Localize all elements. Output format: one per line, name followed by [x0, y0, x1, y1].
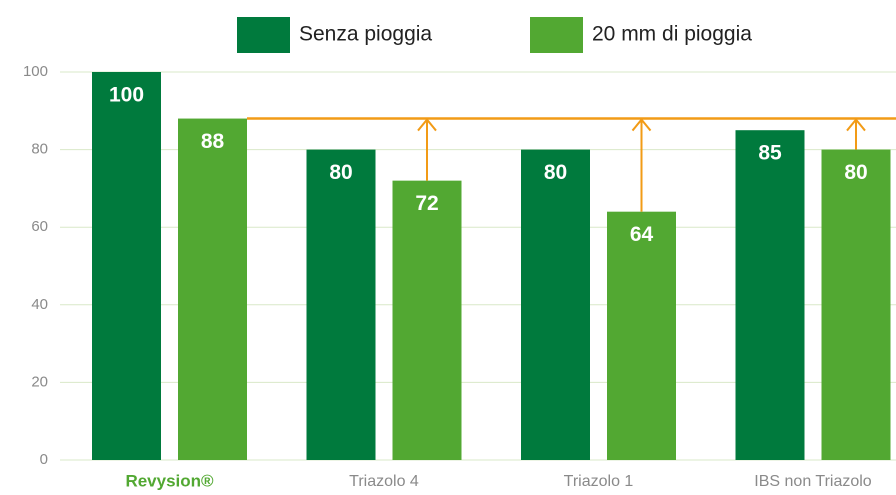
bar	[178, 118, 247, 460]
legend-label: Senza pioggia	[299, 23, 432, 46]
value-label: 80	[544, 161, 567, 184]
y-tick-label: 0	[40, 451, 48, 468]
bar	[821, 149, 891, 460]
bar	[607, 211, 676, 460]
value-label: 72	[415, 192, 438, 215]
legend-swatch	[530, 17, 583, 53]
value-label: 64	[630, 223, 654, 246]
value-label: 85	[758, 142, 782, 165]
y-tick-label: 40	[31, 296, 48, 313]
legend-swatch	[237, 17, 290, 53]
x-tick-label: Revysion®	[125, 471, 214, 490]
value-label: 100	[109, 84, 144, 107]
arrow-head	[631, 117, 652, 132]
y-tick-label: 60	[31, 218, 48, 235]
bar	[92, 72, 161, 460]
arrow-head	[846, 117, 866, 132]
bar	[306, 149, 376, 460]
value-label: 80	[844, 161, 867, 184]
bar	[735, 130, 805, 460]
arrow-head	[417, 117, 437, 132]
y-tick-label: 20	[31, 373, 48, 390]
y-tick-label: 100	[23, 63, 48, 80]
x-tick-label: IBS non Triazolo	[754, 473, 872, 490]
bar	[521, 149, 590, 460]
y-tick-label: 80	[31, 141, 48, 158]
value-label: 80	[329, 161, 352, 184]
bar	[392, 180, 462, 460]
value-label: 88	[201, 130, 225, 153]
x-tick-label: Triazolo 1	[564, 473, 634, 490]
x-tick-label: Triazolo 4	[349, 473, 419, 490]
legend-label: 20 mm di pioggia	[592, 23, 752, 46]
